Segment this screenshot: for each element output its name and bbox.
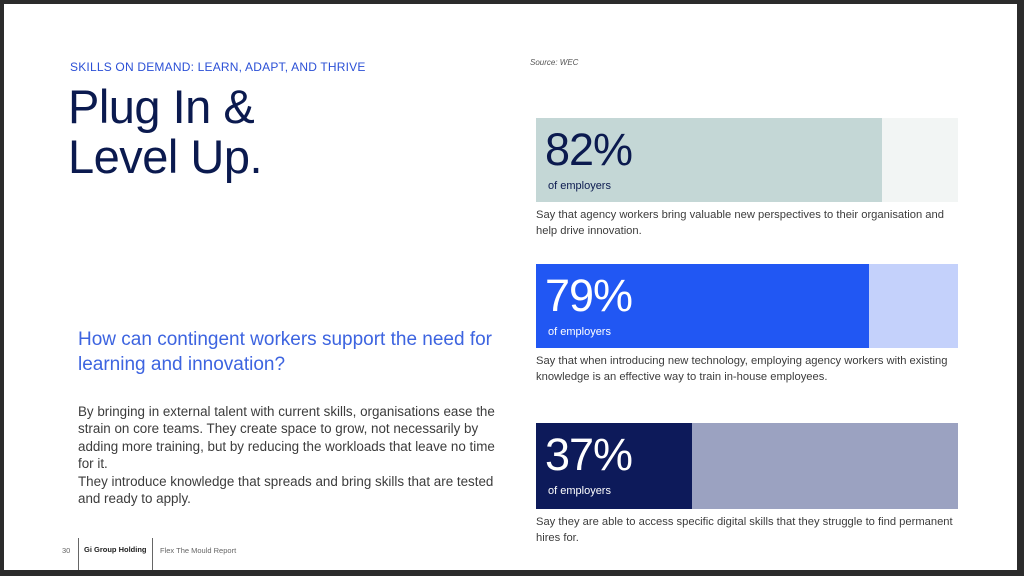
- stat-subtitle: of employers: [548, 326, 611, 338]
- stat-subtitle: of employers: [548, 180, 611, 192]
- source-note: Source: WEC: [530, 58, 579, 67]
- stat-description: Say that agency workers bring valuable n…: [536, 209, 944, 237]
- brand-name: Gi Group Holding: [84, 545, 147, 554]
- stat-subtitle: of employers: [548, 485, 611, 497]
- stat-bar-fill: [536, 118, 883, 202]
- stat-block-1: 82% of employers Say that agency workers…: [536, 118, 958, 239]
- section-eyebrow: SKILLS ON DEMAND: LEARN, ADAPT, AND THRI…: [70, 60, 366, 74]
- stat-bar-fill: [536, 423, 693, 509]
- title-line-1: Plug In &: [68, 80, 255, 133]
- stat-block-2: 79% of employers Say that when introduci…: [536, 264, 958, 385]
- footer-divider: [152, 538, 153, 570]
- stat-percent: 79%: [545, 270, 633, 321]
- stat-bar-fill: [536, 264, 870, 348]
- stat-description: Say that when introducing new technology…: [536, 355, 948, 383]
- stat-bar-track: 82% of employers: [536, 118, 958, 202]
- intro-question: How can contingent workers support the n…: [78, 329, 493, 375]
- intro-paragraph-2: They introduce knowledge that spreads an…: [78, 473, 494, 507]
- page-number: 30: [62, 546, 71, 555]
- intro-paragraph-1: By bringing in external talent with curr…: [78, 404, 495, 472]
- stat-block-3: 37% of employers Say they are able to ac…: [536, 423, 958, 546]
- report-name: Flex The Mould Report: [160, 546, 237, 555]
- stat-description: Say they are able to access specific dig…: [536, 516, 953, 544]
- intro-body: By bringing in external talent with curr…: [78, 403, 498, 507]
- title-line-2: Level Up.: [68, 130, 263, 183]
- footer: 30 Gi Group Holding Flex The Mould Repor…: [4, 538, 404, 570]
- page-title: Plug In & Level Up.: [68, 80, 263, 183]
- stat-bar-track: 79% of employers: [536, 264, 958, 348]
- stat-percent: 37%: [545, 429, 633, 480]
- footer-divider: [78, 538, 79, 570]
- stat-bar-track: 37% of employers: [536, 423, 958, 509]
- stat-percent: 82%: [545, 124, 633, 175]
- slide: SKILLS ON DEMAND: LEARN, ADAPT, AND THRI…: [4, 4, 1017, 570]
